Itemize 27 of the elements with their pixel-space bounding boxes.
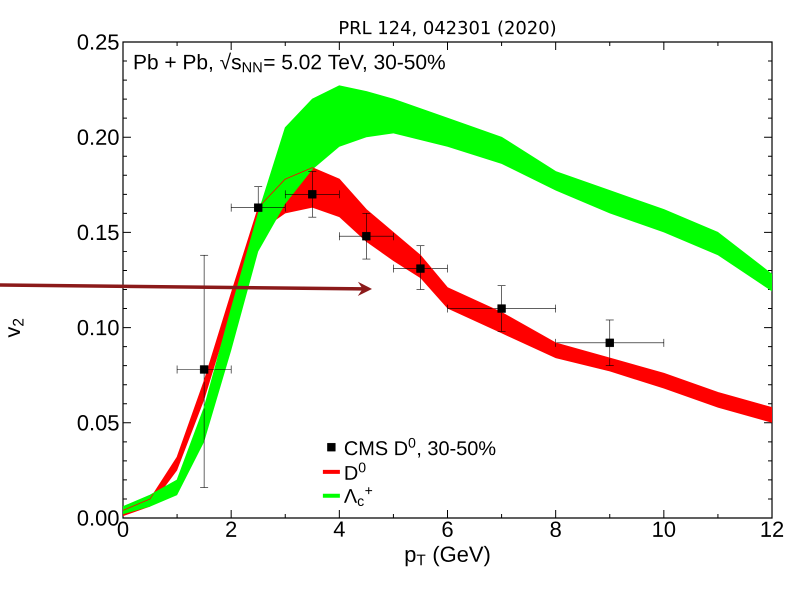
- point: [308, 190, 316, 198]
- x-tick-label: 0: [118, 522, 128, 538]
- legend-label: CMS D$^{0}$, 30-50%: [344, 438, 496, 458]
- legend-label: D$^{0}$: [346, 462, 366, 480]
- x-tick-label: 8: [550, 522, 561, 538]
- x-tick-label: 4: [334, 522, 345, 537]
- x-tick-label: 6: [442, 522, 453, 538]
- y-tick-label: 0.10: [78, 320, 119, 336]
- point: [606, 338, 614, 348]
- point: [200, 365, 208, 374]
- x-tick-label: 12: [761, 522, 784, 537]
- point: [416, 264, 425, 273]
- y-tick-label: 0.05: [78, 415, 119, 431]
- point: [254, 203, 262, 212]
- y-tick-label: 0.00: [78, 510, 119, 526]
- point: [362, 232, 371, 240]
- y-tick-label: 0.20: [78, 129, 119, 145]
- chart-title: PRL 124, 042301 (2020): [340, 20, 556, 36]
- x-tick-label: 2: [226, 522, 236, 537]
- x-axis-title: p$_{T}$ (GeV): [406, 546, 490, 566]
- x-tick-label: 10: [653, 522, 676, 538]
- annotation: Pb + Pb, √s$_{NN}$= 5.02 TeV, 30-50%: [134, 52, 445, 72]
- y-axis-title: v$_{2}$: [8, 318, 24, 338]
- legend-label: Λ$_{c}$+: [344, 487, 372, 506]
- y-tick-label: 0.25: [78, 34, 119, 50]
- point: [497, 304, 506, 313]
- y-tick-label: 0.15: [78, 224, 119, 240]
